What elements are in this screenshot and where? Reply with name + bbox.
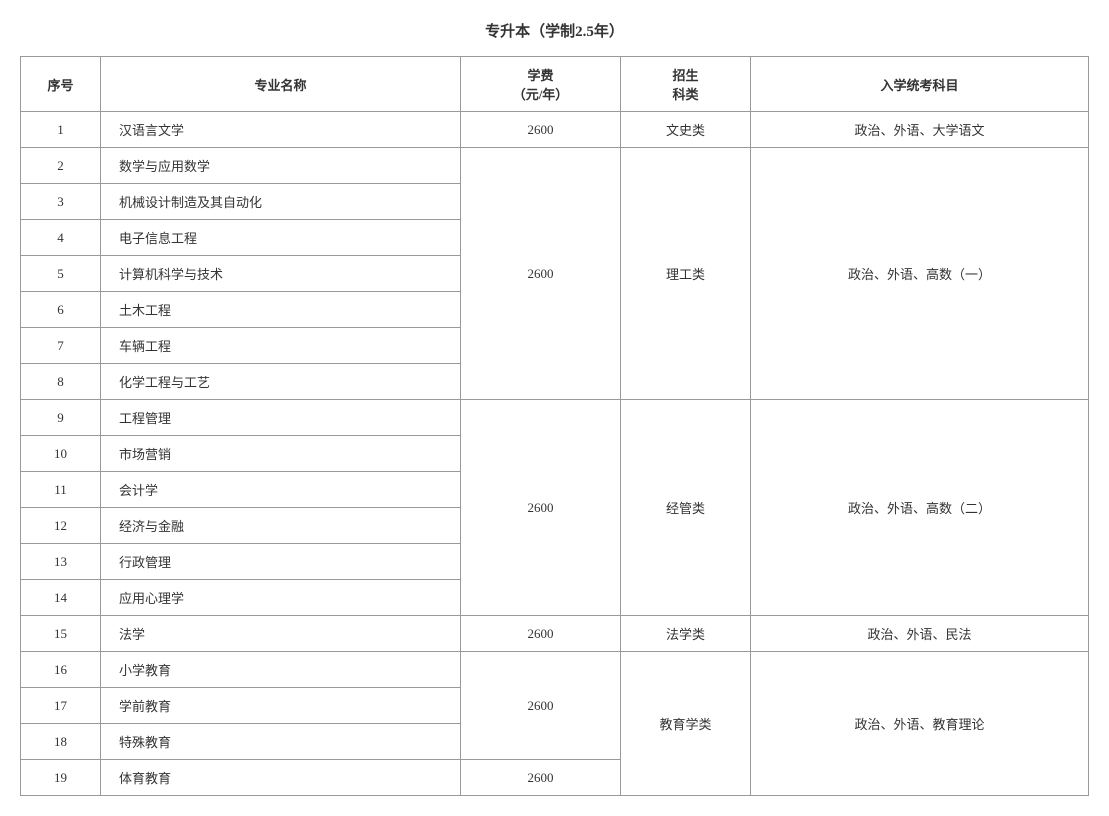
cell-name: 小学教育 bbox=[101, 652, 461, 688]
cell-seq: 6 bbox=[21, 292, 101, 328]
cell-fee: 2600 bbox=[461, 616, 621, 652]
page-title: 专升本（学制2.5年） bbox=[20, 20, 1089, 41]
cell-name: 学前教育 bbox=[101, 688, 461, 724]
cell-seq: 15 bbox=[21, 616, 101, 652]
cell-name: 市场营销 bbox=[101, 436, 461, 472]
table-row: 16 小学教育 2600 教育学类 政治、外语、教育理论 bbox=[21, 652, 1089, 688]
cell-fee: 2600 bbox=[461, 148, 621, 400]
cell-name: 土木工程 bbox=[101, 292, 461, 328]
cell-subjects: 政治、外语、高数（二） bbox=[751, 400, 1089, 616]
cell-seq: 17 bbox=[21, 688, 101, 724]
cell-seq: 14 bbox=[21, 580, 101, 616]
cell-subjects: 政治、外语、高数（一） bbox=[751, 148, 1089, 400]
cell-seq: 2 bbox=[21, 148, 101, 184]
cell-name: 数学与应用数学 bbox=[101, 148, 461, 184]
cell-seq: 9 bbox=[21, 400, 101, 436]
cat-label-line1: 招生 bbox=[625, 65, 746, 84]
cell-seq: 19 bbox=[21, 760, 101, 796]
cell-category: 理工类 bbox=[621, 148, 751, 400]
cell-name: 工程管理 bbox=[101, 400, 461, 436]
cell-seq: 3 bbox=[21, 184, 101, 220]
cell-name: 汉语言文学 bbox=[101, 112, 461, 148]
cell-subjects: 政治、外语、教育理论 bbox=[751, 652, 1089, 796]
cell-name: 应用心理学 bbox=[101, 580, 461, 616]
cell-category: 经管类 bbox=[621, 400, 751, 616]
cell-fee: 2600 bbox=[461, 760, 621, 796]
cat-label-line2: 科类 bbox=[625, 84, 746, 103]
cell-name: 车辆工程 bbox=[101, 328, 461, 364]
cell-name: 特殊教育 bbox=[101, 724, 461, 760]
table-row: 1 汉语言文学 2600 文史类 政治、外语、大学语文 bbox=[21, 112, 1089, 148]
cell-fee: 2600 bbox=[461, 112, 621, 148]
cell-seq: 16 bbox=[21, 652, 101, 688]
col-header-name: 专业名称 bbox=[101, 57, 461, 112]
cell-seq: 12 bbox=[21, 508, 101, 544]
cell-seq: 8 bbox=[21, 364, 101, 400]
cell-name: 计算机科学与技术 bbox=[101, 256, 461, 292]
table-row: 9 工程管理 2600 经管类 政治、外语、高数（二） bbox=[21, 400, 1089, 436]
col-header-fee: 学费 （元/年） bbox=[461, 57, 621, 112]
cell-category: 教育学类 bbox=[621, 652, 751, 796]
cell-name: 法学 bbox=[101, 616, 461, 652]
cell-seq: 7 bbox=[21, 328, 101, 364]
cell-fee: 2600 bbox=[461, 400, 621, 616]
cell-seq: 10 bbox=[21, 436, 101, 472]
table-row: 2 数学与应用数学 2600 理工类 政治、外语、高数（一） bbox=[21, 148, 1089, 184]
cell-seq: 4 bbox=[21, 220, 101, 256]
fee-label-line2: （元/年） bbox=[465, 84, 616, 103]
table-row: 15 法学 2600 法学类 政治、外语、民法 bbox=[21, 616, 1089, 652]
cell-subjects: 政治、外语、民法 bbox=[751, 616, 1089, 652]
cell-name: 行政管理 bbox=[101, 544, 461, 580]
cell-name: 会计学 bbox=[101, 472, 461, 508]
cell-seq: 18 bbox=[21, 724, 101, 760]
col-header-subjects: 入学统考科目 bbox=[751, 57, 1089, 112]
col-header-seq: 序号 bbox=[21, 57, 101, 112]
cell-subjects: 政治、外语、大学语文 bbox=[751, 112, 1089, 148]
cell-seq: 1 bbox=[21, 112, 101, 148]
fee-label-line1: 学费 bbox=[465, 65, 616, 84]
cell-fee: 2600 bbox=[461, 652, 621, 760]
cell-name: 机械设计制造及其自动化 bbox=[101, 184, 461, 220]
majors-table: 序号 专业名称 学费 （元/年） 招生 科类 入学统考科目 1 汉语言文学 26… bbox=[20, 56, 1089, 796]
cell-seq: 13 bbox=[21, 544, 101, 580]
cell-name: 体育教育 bbox=[101, 760, 461, 796]
cell-name: 电子信息工程 bbox=[101, 220, 461, 256]
cell-name: 化学工程与工艺 bbox=[101, 364, 461, 400]
cell-seq: 11 bbox=[21, 472, 101, 508]
cell-category: 法学类 bbox=[621, 616, 751, 652]
cell-category: 文史类 bbox=[621, 112, 751, 148]
table-header-row: 序号 专业名称 学费 （元/年） 招生 科类 入学统考科目 bbox=[21, 57, 1089, 112]
col-header-category: 招生 科类 bbox=[621, 57, 751, 112]
cell-seq: 5 bbox=[21, 256, 101, 292]
cell-name: 经济与金融 bbox=[101, 508, 461, 544]
